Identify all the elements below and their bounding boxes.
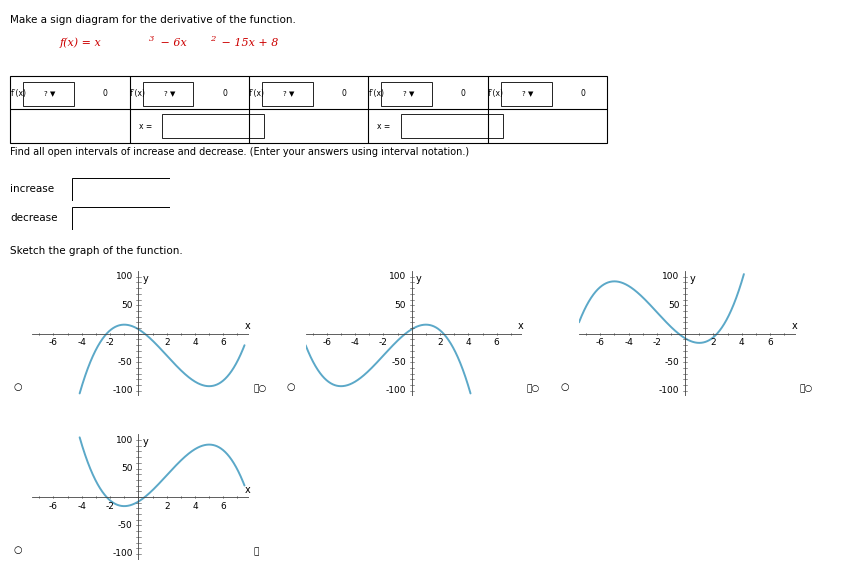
Text: ? ▼: ? ▼ xyxy=(164,90,175,96)
Text: -4: -4 xyxy=(351,338,360,347)
Text: ? ▼: ? ▼ xyxy=(522,90,533,96)
FancyBboxPatch shape xyxy=(262,82,312,106)
Text: 2: 2 xyxy=(711,338,717,347)
Text: decrease: decrease xyxy=(10,213,58,223)
Text: ? ▼: ? ▼ xyxy=(402,90,414,96)
Text: -100: -100 xyxy=(112,550,132,559)
Text: Find all open intervals of increase and decrease. (Enter your answers using inte: Find all open intervals of increase and … xyxy=(10,147,469,157)
Text: ? ▼: ? ▼ xyxy=(284,90,295,96)
Text: x =: x = xyxy=(138,122,152,131)
Text: -50: -50 xyxy=(391,358,406,367)
Text: 50: 50 xyxy=(668,301,679,310)
Text: -6: -6 xyxy=(596,338,604,347)
Text: 100: 100 xyxy=(115,272,132,281)
Text: 3: 3 xyxy=(149,35,154,43)
Text: 50: 50 xyxy=(395,301,406,310)
Text: Sketch the graph of the function.: Sketch the graph of the function. xyxy=(10,246,183,256)
Text: -6: -6 xyxy=(323,338,331,347)
Text: 6: 6 xyxy=(221,501,226,511)
Text: x: x xyxy=(245,321,250,332)
Text: -100: -100 xyxy=(385,387,406,395)
Text: Make a sign diagram for the derivative of the function.: Make a sign diagram for the derivative o… xyxy=(10,15,296,24)
Text: ⓘ○: ⓘ○ xyxy=(253,385,267,394)
Text: 0: 0 xyxy=(222,89,227,98)
Text: ? ▼: ? ▼ xyxy=(44,90,56,96)
Text: 2: 2 xyxy=(437,338,443,347)
Text: 4: 4 xyxy=(192,501,198,511)
Text: 2: 2 xyxy=(210,35,215,43)
Text: 6: 6 xyxy=(221,338,226,347)
Text: 100: 100 xyxy=(662,272,679,281)
Text: 2: 2 xyxy=(164,338,170,347)
Text: -100: -100 xyxy=(659,387,679,395)
Text: -4: -4 xyxy=(624,338,633,347)
Text: f′(x): f′(x) xyxy=(488,89,505,98)
Text: -50: -50 xyxy=(665,358,679,367)
Text: 6: 6 xyxy=(767,338,773,347)
Text: x: x xyxy=(245,484,250,495)
Text: 2: 2 xyxy=(164,501,170,511)
Text: -2: -2 xyxy=(105,501,115,511)
Text: -50: -50 xyxy=(118,521,132,530)
Text: ⓘ○: ⓘ○ xyxy=(526,385,540,394)
Text: ○: ○ xyxy=(14,545,22,555)
Text: -50: -50 xyxy=(118,358,132,367)
Text: 100: 100 xyxy=(115,436,132,444)
Text: 4: 4 xyxy=(192,338,198,347)
Text: 0: 0 xyxy=(580,89,585,98)
Text: -2: -2 xyxy=(379,338,388,347)
Text: y: y xyxy=(143,273,149,283)
Text: f′(x): f′(x) xyxy=(130,89,148,98)
Text: x =: x = xyxy=(377,122,391,131)
Text: 4: 4 xyxy=(465,338,471,347)
FancyBboxPatch shape xyxy=(23,82,74,106)
Text: f(x) = x: f(x) = x xyxy=(59,38,101,48)
Text: 100: 100 xyxy=(389,272,406,281)
Text: -4: -4 xyxy=(77,338,87,347)
Text: 50: 50 xyxy=(121,301,132,310)
Text: y: y xyxy=(416,273,422,283)
Text: f′(x): f′(x) xyxy=(250,89,267,98)
Text: ○: ○ xyxy=(14,382,22,392)
Text: -6: -6 xyxy=(49,501,58,511)
Text: 0: 0 xyxy=(461,89,466,98)
Text: -6: -6 xyxy=(49,338,58,347)
Text: x: x xyxy=(518,321,524,332)
Text: increase: increase xyxy=(10,184,54,194)
Text: -2: -2 xyxy=(652,338,661,347)
Text: − 6x: − 6x xyxy=(157,38,187,48)
Text: ○: ○ xyxy=(560,382,569,392)
Text: 50: 50 xyxy=(121,464,132,473)
Text: y: y xyxy=(689,273,695,283)
Text: y: y xyxy=(143,437,149,447)
FancyBboxPatch shape xyxy=(501,82,552,106)
Text: x: x xyxy=(791,321,797,332)
Text: f′(x): f′(x) xyxy=(11,89,28,98)
Text: 0: 0 xyxy=(341,89,346,98)
Text: ⓘ: ⓘ xyxy=(253,548,258,557)
Text: -4: -4 xyxy=(77,501,87,511)
FancyBboxPatch shape xyxy=(401,114,503,138)
Text: -100: -100 xyxy=(112,387,132,395)
Text: − 15x + 8: − 15x + 8 xyxy=(218,38,278,48)
FancyBboxPatch shape xyxy=(162,114,264,138)
FancyBboxPatch shape xyxy=(143,82,194,106)
Text: 6: 6 xyxy=(494,338,499,347)
Text: 4: 4 xyxy=(739,338,745,347)
Text: 0: 0 xyxy=(103,89,108,98)
Text: f′(x): f′(x) xyxy=(368,89,386,98)
FancyBboxPatch shape xyxy=(381,82,432,106)
Text: ⓘ○: ⓘ○ xyxy=(800,385,813,394)
Text: ○: ○ xyxy=(287,382,295,392)
Text: -2: -2 xyxy=(105,338,115,347)
